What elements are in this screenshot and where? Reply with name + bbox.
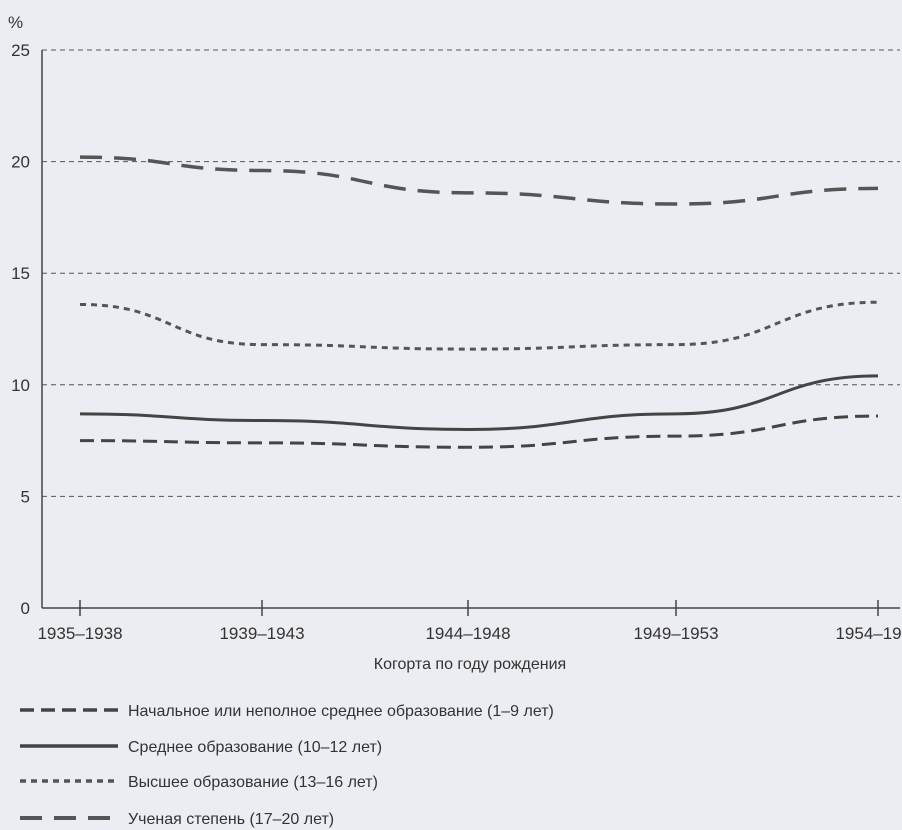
y-tick-labels: 0 5 10 15 20 25 bbox=[11, 41, 30, 618]
y-tick-label: 15 bbox=[11, 264, 30, 283]
y-tick-label: 25 bbox=[11, 41, 30, 60]
x-tick-label: 1954–1958 bbox=[835, 624, 902, 643]
y-tick-label: 20 bbox=[11, 153, 30, 172]
series-line-3 bbox=[79, 300, 879, 351]
y-tick-label: 10 bbox=[11, 376, 30, 395]
legend-label-1: Начальное или неполное среднее образован… bbox=[128, 703, 554, 720]
y-tick-label: 5 bbox=[21, 487, 30, 506]
y-tick-label: 0 bbox=[21, 599, 30, 618]
gridlines bbox=[42, 49, 900, 497]
x-tick-label: 1949–1953 bbox=[633, 624, 718, 643]
series-line-4 bbox=[79, 155, 879, 206]
legend: Начальное или неполное среднее образован… bbox=[20, 703, 554, 828]
axes bbox=[41, 50, 900, 609]
x-tick-label: 1944–1948 bbox=[425, 624, 510, 643]
series-line-2 bbox=[79, 374, 879, 431]
legend-label-2: Среднее образование (10–12 лет) bbox=[128, 739, 382, 756]
legend-label-4: Ученая степень (17–20 лет) bbox=[128, 811, 334, 828]
series-lines bbox=[79, 155, 879, 449]
legend-label-3: Высшее образование (13–16 лет) bbox=[128, 774, 378, 791]
x-tick-label: 1935–1938 bbox=[37, 624, 122, 643]
series-line-1 bbox=[79, 414, 879, 449]
x-axis-title: Когорта по году рождения bbox=[374, 656, 566, 673]
y-unit-label: % bbox=[8, 13, 23, 32]
x-tick-label: 1939–1943 bbox=[219, 624, 304, 643]
x-tick-labels: 1935–1938 1939–1943 1944–1948 1949–1953 1954… bbox=[37, 600, 902, 643]
